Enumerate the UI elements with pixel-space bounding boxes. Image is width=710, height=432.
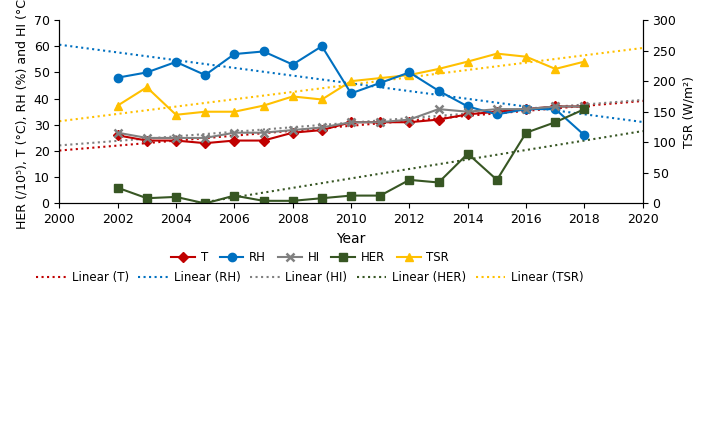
X-axis label: Year: Year bbox=[337, 232, 366, 246]
Y-axis label: HER (/10⁵), T (°C), RH (%) and HI (°C): HER (/10⁵), T (°C), RH (%) and HI (°C) bbox=[15, 0, 28, 229]
Y-axis label: TSR (W/m²): TSR (W/m²) bbox=[682, 76, 695, 148]
Legend: Linear (T), Linear (RH), Linear (HI), Linear (HER), Linear (TSR): Linear (T), Linear (RH), Linear (HI), Li… bbox=[32, 266, 589, 289]
